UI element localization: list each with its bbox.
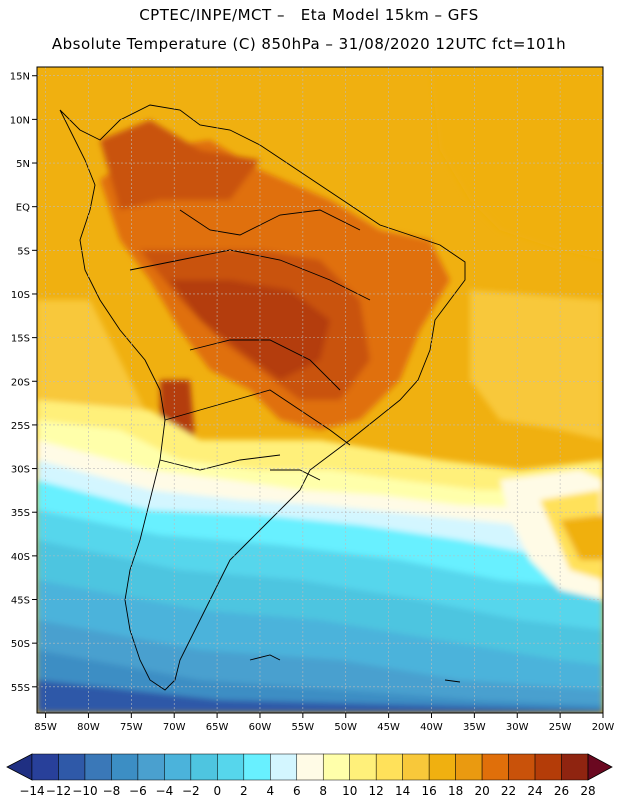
colorbar-swatch <box>217 753 245 781</box>
coastline <box>59 104 466 691</box>
colorbar-label: 22 <box>501 784 516 798</box>
colorbar-swatch <box>508 753 536 781</box>
colorbar-label: −4 <box>156 784 174 798</box>
colorbar-label: 28 <box>580 784 595 798</box>
colorbar-label: −8 <box>103 784 121 798</box>
colorbar-swatch <box>84 753 112 781</box>
colorbar-swatch <box>349 753 377 781</box>
x-tick-label: 45W <box>377 722 400 733</box>
colorbar-label: −2 <box>182 784 200 798</box>
latitude-axis: 15N 10N 5N EQ 5S 10S 15S 20S 25S 30S 35S 40S 45S 50S 5… <box>10 72 37 694</box>
y-tick-label: 15N <box>10 72 30 83</box>
colorbar-label: 4 <box>266 784 274 798</box>
colorbar-swatch <box>455 753 483 781</box>
colorbar-label: −10 <box>72 784 97 798</box>
y-tick-label: 55S <box>11 683 30 694</box>
colorbar-label: 16 <box>422 784 437 798</box>
x-tick-label: 65W <box>206 722 229 733</box>
x-tick-label: 85W <box>34 722 57 733</box>
colorbar-label: 10 <box>342 784 357 798</box>
colorbar-label: −6 <box>129 784 147 798</box>
colorbar-swatch <box>428 753 456 781</box>
x-tick-label: 70W <box>163 722 186 733</box>
y-tick-label: 5S <box>17 246 30 257</box>
y-tick-label: 50S <box>11 639 30 650</box>
x-tick-label: 20W <box>592 722 615 733</box>
colorbar-label: 24 <box>527 784 542 798</box>
colorbar-label: 12 <box>369 784 384 798</box>
x-tick-label: 75W <box>120 722 143 733</box>
temperature-field <box>37 67 603 713</box>
y-tick-label: 10S <box>11 290 30 301</box>
x-tick-label: 35W <box>463 722 486 733</box>
colorbar-swatch <box>322 753 350 781</box>
colorbar-label: 26 <box>554 784 569 798</box>
colorbar-swatch <box>243 753 271 781</box>
y-tick-label: 20S <box>11 377 30 388</box>
colorbar-swatch <box>164 753 192 781</box>
y-tick-label: 25S <box>11 421 30 432</box>
x-tick-label: 50W <box>334 722 357 733</box>
colorbar-label: 6 <box>293 784 301 798</box>
colorbar-label: 18 <box>448 784 463 798</box>
x-tick-label: 40W <box>420 722 443 733</box>
colorbar-swatch <box>31 753 59 781</box>
colorbar-swatch <box>190 753 218 781</box>
map-frame <box>36 66 604 714</box>
temperature-colorbar: −14 −12 −10 −8 −6 −4 −2 0 2 4 6 8 10 12 14 16 18 20 22 24 26… <box>6 753 613 798</box>
colorbar-swatch <box>534 753 562 781</box>
colorbar-swatch <box>481 753 509 781</box>
y-tick-label: 10N <box>10 115 30 126</box>
y-tick-label: 45S <box>11 596 30 607</box>
longitude-axis: 85W 80W 75W 70W 65W 60W 55W 50W 45W 40W 35W 30W 25W 2… <box>34 713 614 733</box>
x-tick-label: 80W <box>77 722 100 733</box>
x-tick-label: 30W <box>506 722 529 733</box>
colorbar-swatch <box>375 753 403 781</box>
colorbar-over-arrow <box>587 753 613 781</box>
colorbar-swatch <box>561 753 589 781</box>
colorbar-swatch <box>137 753 165 781</box>
x-tick-label: 60W <box>249 722 272 733</box>
colorbar-label: 0 <box>214 784 222 798</box>
colorbar-swatch <box>58 753 86 781</box>
x-tick-label: 25W <box>549 722 572 733</box>
colorbar-swatch <box>402 753 430 781</box>
colorbar-swatch <box>270 753 298 781</box>
y-tick-label: 15S <box>11 334 30 345</box>
map-title-source: CPTEC/INPE/MCT – Eta Model 15km – GFS <box>139 6 479 24</box>
y-tick-label: 30S <box>11 465 30 476</box>
y-tick-label: 5N <box>16 159 30 170</box>
colorbar-label: −14 <box>19 784 44 798</box>
colorbar-swatch <box>296 753 324 781</box>
colorbar-swatch <box>111 753 139 781</box>
colorbar-label: 20 <box>474 784 489 798</box>
colorbar-label: −12 <box>46 784 71 798</box>
colorbar-label: 8 <box>319 784 327 798</box>
y-tick-label: 35S <box>11 508 30 519</box>
colorbar-label: 2 <box>240 784 248 798</box>
x-tick-label: 55W <box>292 722 315 733</box>
y-tick-label: EQ <box>16 203 30 214</box>
colorbar-under-arrow <box>6 753 33 781</box>
map-title-field: Absolute Temperature (C) 850hPa – 31/08/… <box>51 35 567 53</box>
y-tick-label: 40S <box>11 552 30 563</box>
colorbar-label: 14 <box>395 784 410 798</box>
